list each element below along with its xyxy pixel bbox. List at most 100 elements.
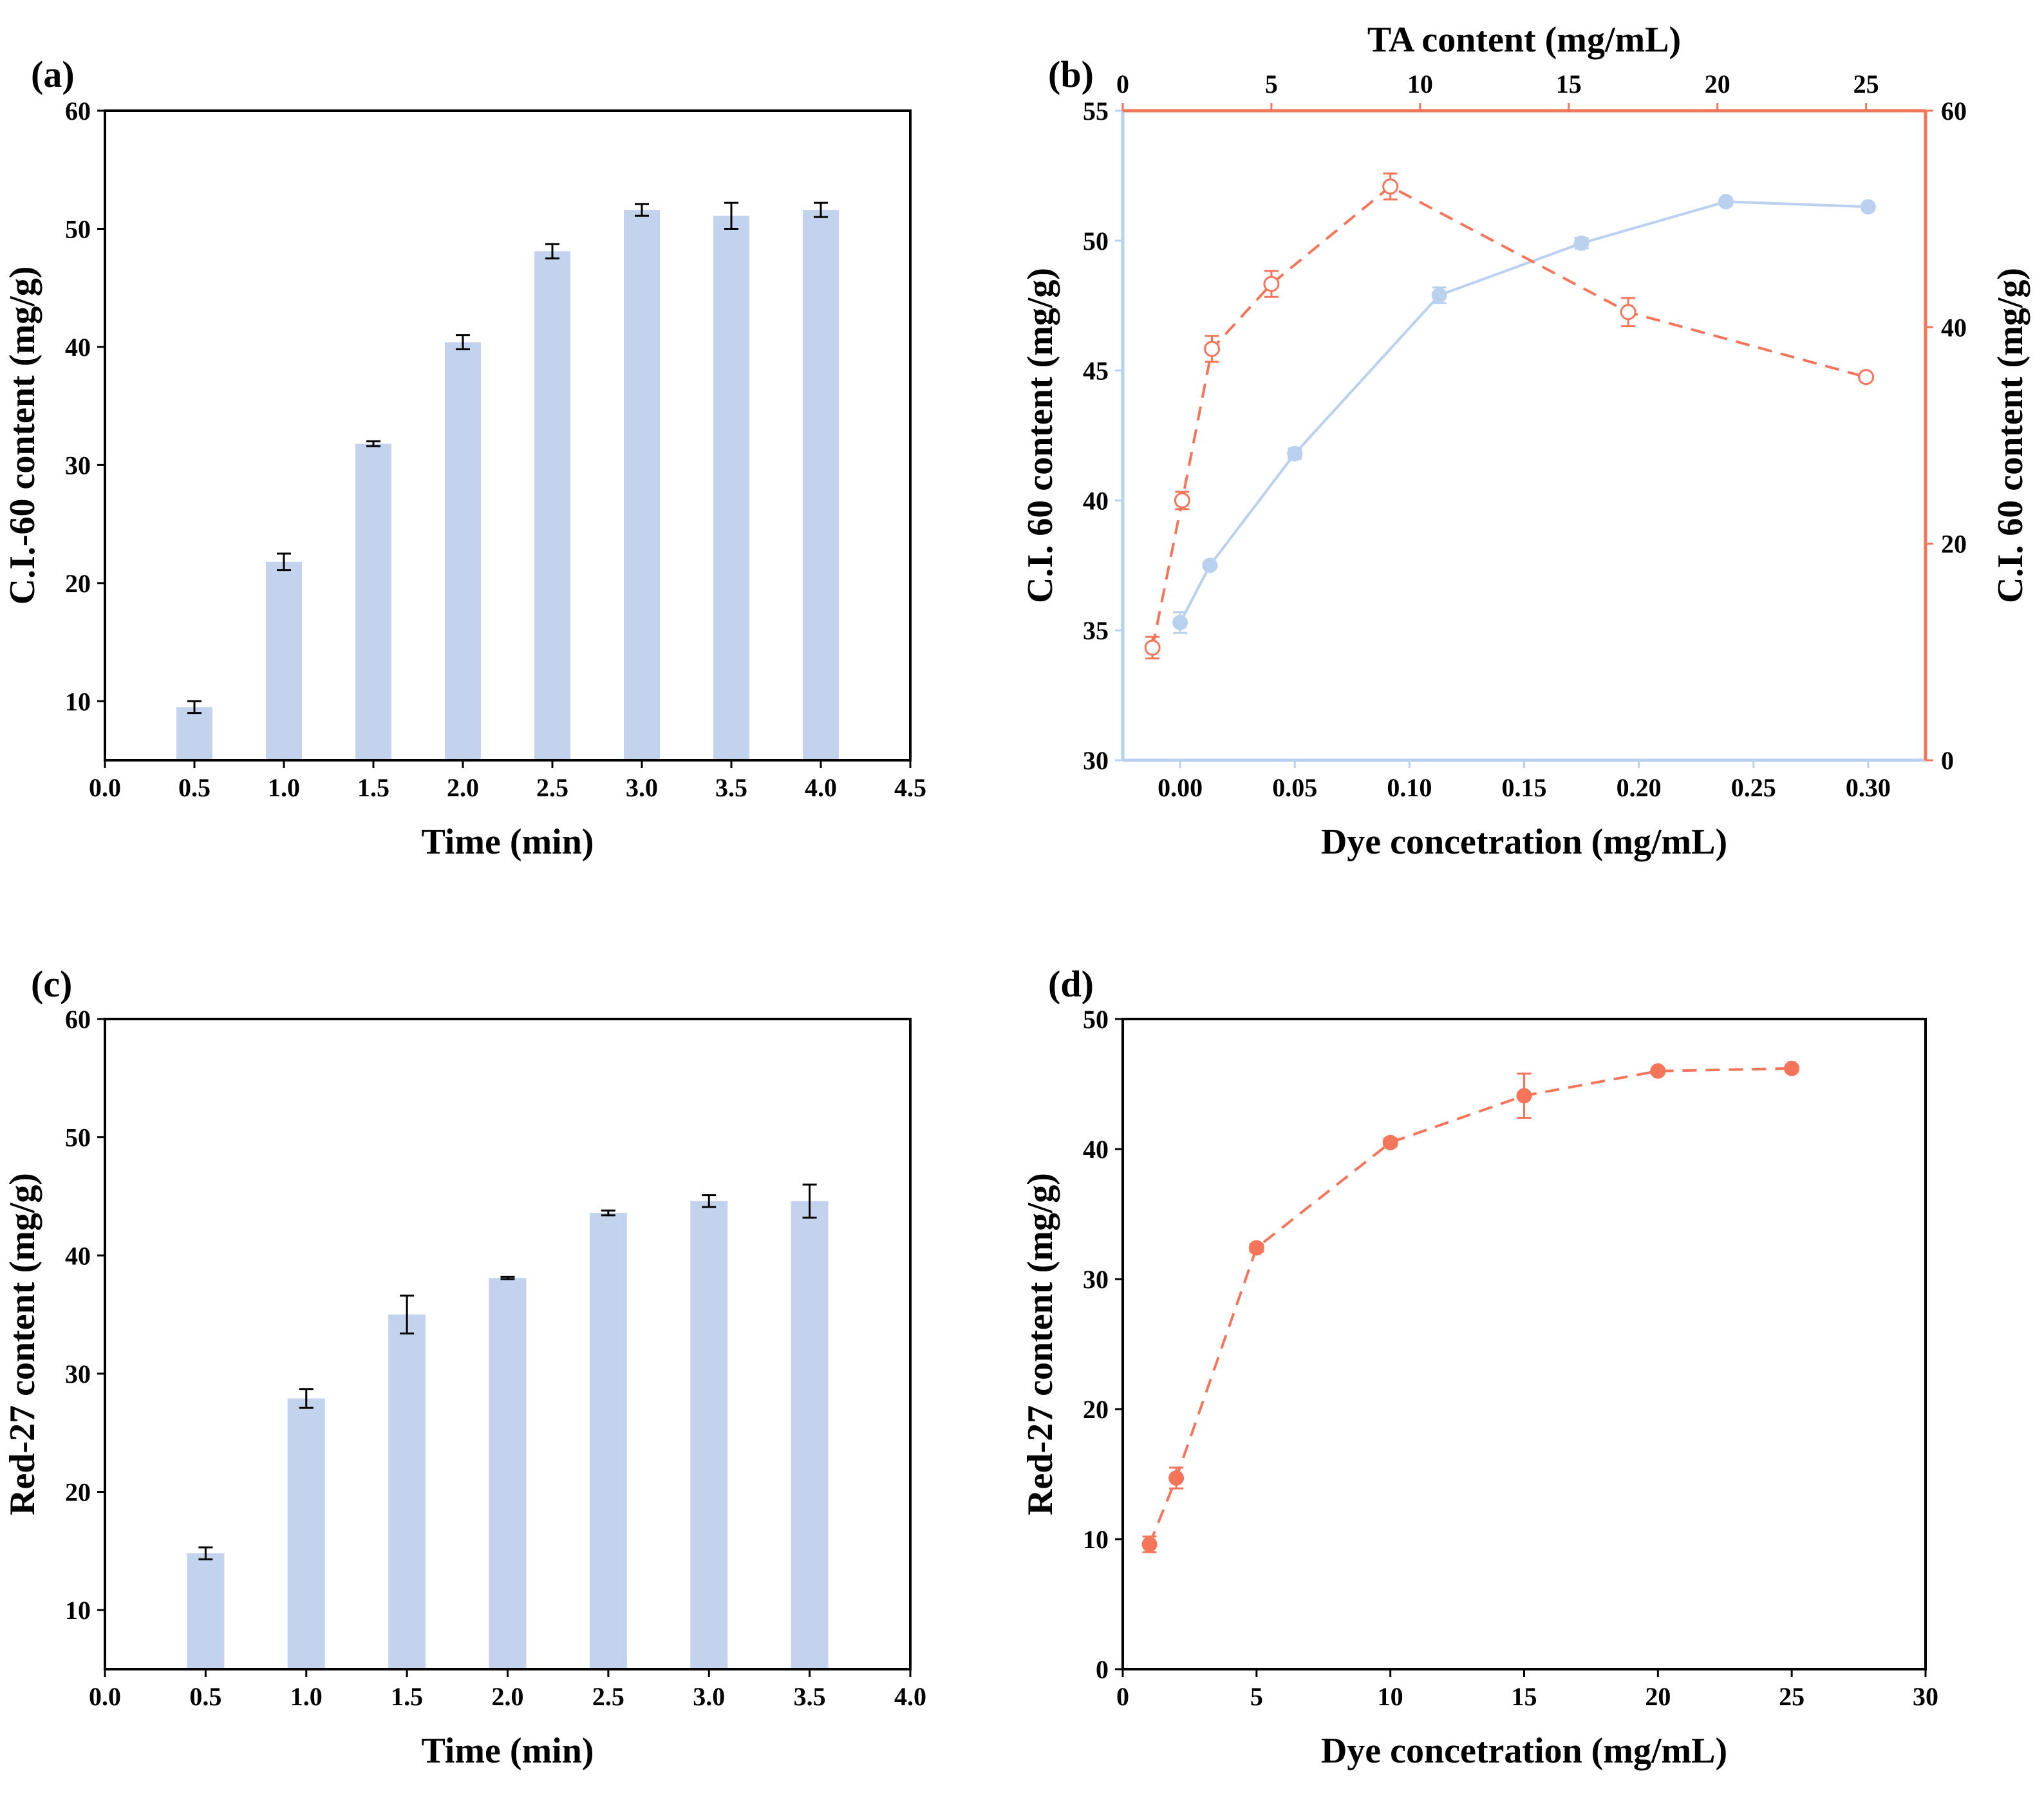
x-tick-label: 20 xyxy=(1645,1682,1671,1711)
bar xyxy=(489,1278,527,1669)
ta-series-point xyxy=(1858,369,1875,386)
x-tick-label: 0.5 xyxy=(189,1682,221,1711)
x-tick-label: 4.0 xyxy=(805,773,837,802)
dye-series-point xyxy=(1573,235,1589,251)
red27-point xyxy=(1784,1060,1800,1076)
x-tick-label: 0.0 xyxy=(89,773,121,802)
y-tick-label: 40 xyxy=(65,333,91,362)
x2-tick-label: 20 xyxy=(1705,70,1730,98)
y-tick-label: 30 xyxy=(65,451,91,480)
bar xyxy=(624,210,660,760)
x-tick-label: 25 xyxy=(1779,1682,1805,1711)
x2-tick-label: 0 xyxy=(1116,70,1129,98)
y-tick-label: 10 xyxy=(65,1596,91,1625)
x-tick-label: 5 xyxy=(1250,1682,1263,1711)
panel-d-chart: 0 5 10 15 20 25 30 0 10 20 30 40 50 Dye concetration … xyxy=(1020,963,1938,1771)
x-tick-label: 2.0 xyxy=(492,1682,524,1711)
dye-series-point xyxy=(1287,445,1303,462)
x-tick-label: 0.0 xyxy=(89,1682,121,1711)
x2-tick-label: 15 xyxy=(1556,70,1582,98)
ta-series-line xyxy=(1151,185,1867,648)
y2-tick-label: 20 xyxy=(1941,530,1967,559)
y-tick-label: 50 xyxy=(65,1123,91,1152)
y2-tick-label: 0 xyxy=(1941,746,1954,775)
panel-label: (d) xyxy=(1048,963,1094,1005)
y2-axis-label: C.I. 60 content (mg/g) xyxy=(1991,268,2030,603)
x2-tick-label: 5 xyxy=(1265,70,1278,98)
x2-tick-label: 10 xyxy=(1407,70,1433,98)
panel-a-chart: 0.0 0.5 1.0 1.5 2.0 2.5 3.0 3.5 4.0 4.5 10 20 30 40 50… xyxy=(3,53,926,862)
x-tick-label: 2.0 xyxy=(447,773,479,802)
x-tick-label: 1.0 xyxy=(290,1682,323,1711)
y-axis-label: C.I. 60 content (mg/g) xyxy=(1020,268,1060,603)
bar xyxy=(176,707,212,760)
y-tick-label: 10 xyxy=(65,687,91,716)
ta-series-point xyxy=(1144,639,1161,656)
y-tick-label: 30 xyxy=(65,1360,91,1389)
x-axis-label: Dye concetration (mg/mL) xyxy=(1321,822,1727,862)
y-tick-label: 50 xyxy=(1083,1005,1109,1034)
panel-label: (a) xyxy=(31,53,75,95)
red27-point xyxy=(1650,1063,1666,1079)
x-tick-label: 3.5 xyxy=(715,773,747,802)
x-tick-label: 2.5 xyxy=(536,773,568,802)
bar xyxy=(355,444,391,760)
y-tick-label: 50 xyxy=(1083,227,1109,256)
panel-b-chart: 0.00 0.05 0.10 0.15 0.20 0.25 0.30303540455055… xyxy=(1020,20,2030,862)
plot-frame xyxy=(104,109,912,762)
red27-point xyxy=(1168,1470,1185,1486)
x-tick-label: 1.5 xyxy=(357,773,389,802)
bar xyxy=(388,1314,426,1669)
x-tick-label: 3.5 xyxy=(794,1682,826,1711)
y-tick-label: 20 xyxy=(1083,1395,1109,1424)
bar xyxy=(287,1398,325,1669)
red27-point xyxy=(1382,1134,1398,1150)
dye-series-point xyxy=(1718,194,1734,210)
x-tick-label: 30 xyxy=(1913,1682,1938,1711)
ta-series-point xyxy=(1174,492,1190,509)
panel-c-chart: 0.0 0.5 1.0 1.5 2.0 2.5 3.0 3.5 4.0 10 20 30 40 50 60 T… xyxy=(3,963,926,1771)
y2-tick-label: 40 xyxy=(1941,313,1967,342)
x-tick-label: 0.05 xyxy=(1272,773,1317,802)
red27-point xyxy=(1248,1240,1264,1256)
bar xyxy=(187,1553,225,1669)
x-tick-label: 4.0 xyxy=(894,1682,926,1711)
bar xyxy=(266,561,302,760)
x-tick-label: 0.10 xyxy=(1387,773,1432,802)
panel-label: (c) xyxy=(31,963,72,1005)
panel-label: (b) xyxy=(1048,53,1094,95)
x-tick-label: 4.5 xyxy=(894,773,926,802)
x-tick-label: 0.5 xyxy=(178,773,211,802)
ta-series-point xyxy=(1620,304,1636,321)
bar xyxy=(589,1213,627,1669)
bar xyxy=(713,216,749,760)
y-tick-label: 50 xyxy=(65,214,91,243)
ta-series-point xyxy=(1263,276,1280,292)
x-tick-label: 3.0 xyxy=(693,1682,725,1711)
y-axis-label: Red-27 content (mg/g) xyxy=(1020,1173,1060,1515)
y-tick-label: 0 xyxy=(1096,1655,1109,1684)
y-axis-label: C.I.-60 content (mg/g) xyxy=(3,267,42,605)
red27-line xyxy=(1148,1067,1792,1545)
x-axis-label: Time (min) xyxy=(421,1731,594,1771)
y2-tick-label: 60 xyxy=(1941,97,1967,126)
y-tick-label: 30 xyxy=(1083,1265,1109,1294)
bar xyxy=(791,1201,829,1669)
y-tick-label: 20 xyxy=(65,569,91,598)
x-axis-label: Dye concetration (mg/mL) xyxy=(1321,1731,1727,1771)
x-tick-label: 0.30 xyxy=(1846,773,1891,802)
bar xyxy=(534,251,570,760)
y-tick-label: 35 xyxy=(1083,616,1109,645)
y-tick-label: 20 xyxy=(65,1478,91,1507)
bar xyxy=(803,210,839,760)
x2-axis-label: TA content (mg/mL) xyxy=(1367,20,1681,60)
dye-series-point xyxy=(1172,615,1188,631)
x2-tick-label: 25 xyxy=(1853,70,1879,98)
y-tick-label: 60 xyxy=(65,97,91,126)
y-tick-label: 40 xyxy=(1083,486,1109,515)
x-tick-label: 0 xyxy=(1116,1682,1129,1711)
dye-series-line xyxy=(1179,200,1868,624)
y-tick-label: 40 xyxy=(65,1241,91,1270)
x-tick-label: 10 xyxy=(1378,1682,1403,1711)
dye-series-point xyxy=(1202,557,1218,574)
